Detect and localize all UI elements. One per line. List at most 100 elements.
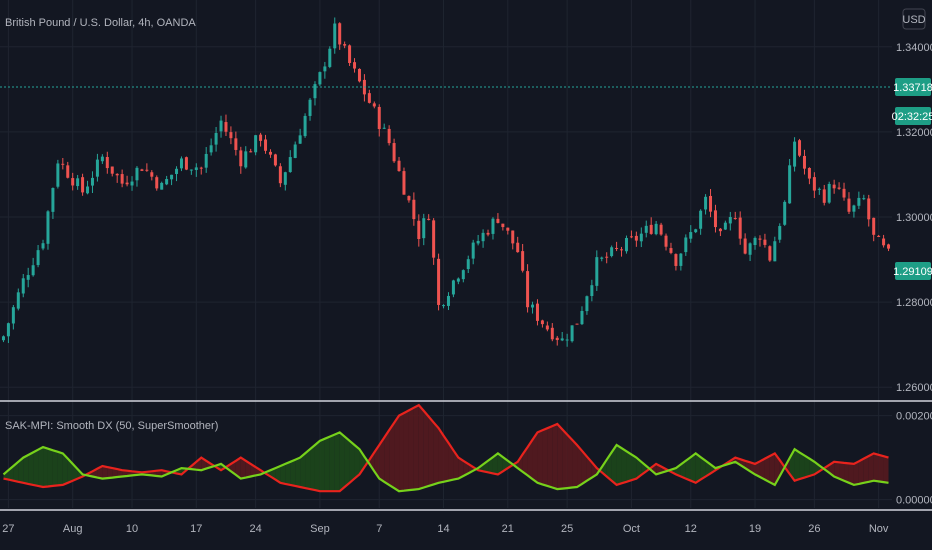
candle-body	[728, 217, 732, 224]
indicator-axis[interactable]: 0.00200 0.00000	[896, 411, 932, 507]
dx-fill-green	[799, 452, 805, 480]
candle-body	[471, 242, 475, 259]
dx-fill-green	[809, 458, 815, 476]
candle-body	[392, 143, 396, 162]
time-tick-label: 26	[808, 523, 820, 535]
dx-fill-green	[324, 436, 330, 492]
candle-body	[397, 160, 401, 172]
candle-body	[135, 167, 139, 181]
candle-body	[446, 295, 450, 306]
dx-fill-red	[542, 428, 548, 486]
candle-body	[293, 144, 297, 158]
candle-body	[832, 184, 836, 189]
dx-fill-red	[759, 458, 765, 480]
dx-fill-red	[433, 422, 439, 485]
dx-fill-green	[497, 453, 503, 475]
candle-body	[565, 339, 569, 341]
candle-body	[81, 177, 85, 193]
candle-body	[56, 163, 60, 187]
candle-body	[738, 217, 742, 239]
time-tick-label: 17	[190, 523, 202, 535]
candle-body	[872, 217, 876, 235]
dx-fill-red	[235, 457, 241, 479]
price-axis[interactable]: 1.34000 1.32000 1.30000 1.28000 1.26000	[896, 42, 932, 394]
dx-fill-green	[67, 458, 73, 483]
dx-fill-red	[112, 468, 118, 478]
candle-body	[461, 270, 465, 280]
candle-body	[367, 93, 371, 103]
candle-body	[184, 157, 188, 170]
reference-price-tag: 1.33718	[893, 78, 932, 96]
dx-fill-green	[621, 448, 627, 484]
candle-body	[298, 135, 302, 144]
candle-body	[788, 165, 792, 204]
indicator-title[interactable]: SAK-MPI: Smooth DX (50, SuperSmoother)	[5, 420, 218, 432]
dx-fill-green	[354, 445, 360, 479]
dx-fill-green	[680, 460, 686, 479]
dx-fill-red	[873, 453, 879, 482]
dx-fill-red	[858, 458, 864, 484]
candle-body	[273, 154, 277, 166]
candle-body	[402, 171, 406, 195]
candle-body	[659, 224, 663, 235]
dx-fill-red	[463, 460, 469, 476]
dx-fill-green	[62, 453, 68, 485]
candle-body	[709, 195, 713, 212]
dx-fill-green	[329, 434, 335, 492]
dx-line-series	[2, 403, 889, 493]
indicator-tick-label: 0.00000	[896, 495, 932, 507]
candle-body	[145, 169, 149, 171]
candle-body	[165, 179, 169, 185]
dx-fill-red	[537, 430, 543, 485]
candle-body	[46, 211, 50, 244]
dx-fill-green	[492, 453, 498, 475]
candle-body	[451, 280, 455, 295]
candle-body	[323, 66, 327, 72]
countdown-tag: 02:32:25	[892, 107, 932, 125]
candle-body	[199, 167, 203, 169]
candle-body	[189, 169, 193, 171]
time-axis[interactable]: 27 Aug 10 17 24 Sep 7 14 21 25 Oct 12 19 26 Nov	[2, 523, 889, 535]
dx-fill-red	[443, 435, 449, 482]
dx-fill-red	[853, 461, 859, 485]
candle-body	[679, 253, 683, 266]
dx-fill-green	[290, 459, 296, 486]
candle-body	[86, 186, 90, 194]
candle-body	[76, 178, 80, 187]
dx-fill-red	[557, 424, 563, 490]
candle-body	[254, 135, 258, 153]
dx-fill-red	[562, 429, 568, 489]
candle-body	[491, 218, 495, 234]
candle-body	[768, 246, 772, 261]
last-price-label: 1.29109	[893, 266, 932, 278]
candle-body	[605, 256, 609, 258]
price-tick-label: 1.28000	[896, 297, 932, 309]
dx-fill-green	[305, 449, 311, 490]
candle-body	[244, 151, 248, 168]
candle-body	[343, 44, 347, 46]
currency-label: USD	[902, 14, 925, 26]
time-tick-label: Nov	[869, 523, 889, 535]
time-tick-label: 24	[250, 523, 262, 535]
dx-fill-red	[107, 467, 113, 479]
candle-body	[303, 115, 307, 137]
dx-fill-green	[300, 453, 306, 489]
candle-body	[140, 169, 144, 171]
countdown-label: 02:32:25	[892, 111, 932, 123]
chart-title[interactable]: British Pound / U.S. Dollar, 4h, OANDA	[5, 17, 196, 29]
dx-green-line	[2, 431, 889, 493]
dx-fill-red	[581, 450, 587, 484]
candle-body	[229, 132, 233, 139]
candle-body	[170, 174, 174, 180]
candle-body	[535, 303, 539, 321]
time-tick-label: 27	[2, 523, 14, 535]
dx-fill-red	[458, 457, 464, 479]
candle-body	[308, 99, 312, 116]
dx-fill-red	[532, 432, 538, 483]
candle-body	[753, 237, 757, 246]
candle-body	[466, 259, 470, 270]
candle-body	[51, 188, 55, 212]
dx-fill-green	[319, 438, 325, 492]
currency-button[interactable]: USD	[902, 8, 926, 30]
